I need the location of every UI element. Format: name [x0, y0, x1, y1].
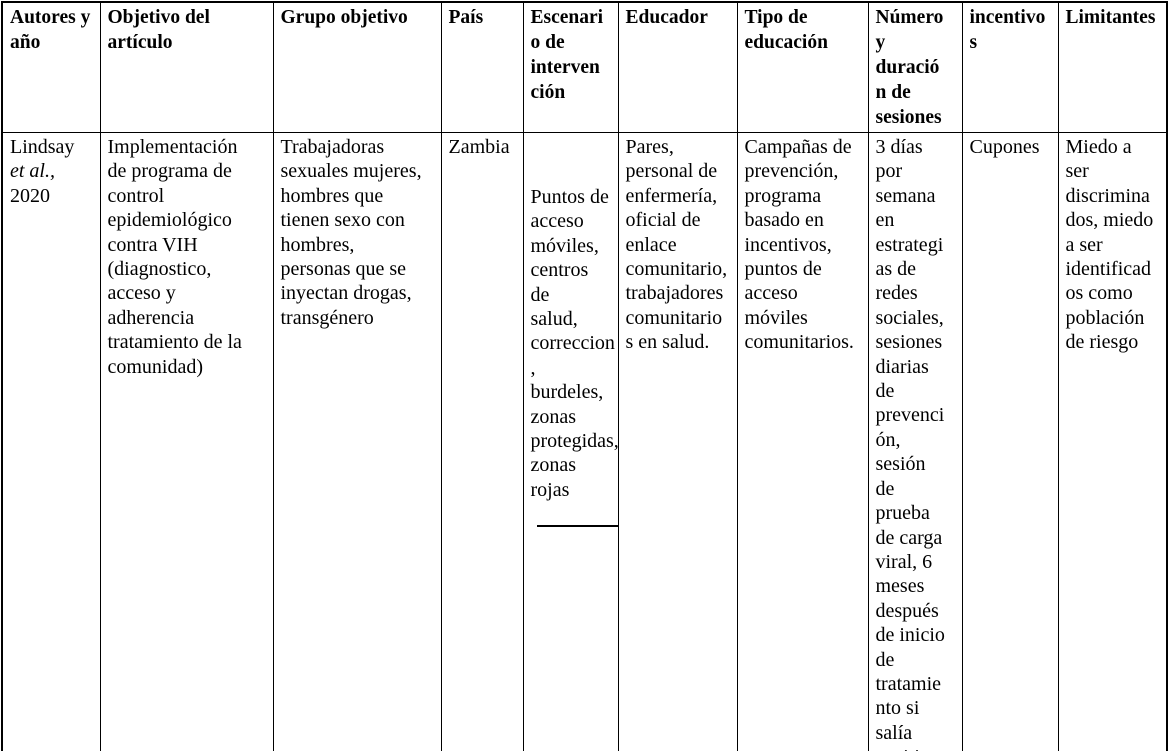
- col-header-escenario: Escenari o de interven ción: [522, 1, 619, 133]
- col-header-label: País: [448, 7, 484, 28]
- author-year: 2020: [10, 184, 50, 207]
- cell-top-spacer: [531, 135, 612, 185]
- col-header-label: Grupo objetivo: [280, 7, 408, 28]
- col-header-incentivos: incentivo s: [961, 1, 1059, 133]
- separator-line: [536, 525, 618, 528]
- col-header-label: Educador: [625, 7, 708, 28]
- col-header-tipo-educacion: Tipo de educación: [736, 1, 869, 133]
- cell-incentivos: Cupones: [961, 131, 1059, 751]
- cell-numero-sesiones: 3 días por semana en estrategi as de red…: [867, 131, 963, 751]
- table-row: Lindsay et al., 2020 Implementación de p…: [1, 131, 1168, 751]
- col-header-label: Objetivo del artículo: [107, 7, 210, 53]
- cell-escenario: Puntos de acceso móviles, centros de sal…: [522, 131, 619, 751]
- author-name: Lindsay: [10, 136, 75, 158]
- col-header-objetivo: Objetivo del artículo: [99, 1, 274, 133]
- cell-autores-ano: Lindsay et al., 2020: [1, 131, 101, 751]
- col-header-label: Tipo de educación: [744, 7, 828, 53]
- col-header-autores-ano: Autores y año: [1, 1, 101, 133]
- cell-limitantes: Miedo a ser discrimina dos, miedo a ser …: [1057, 131, 1168, 751]
- col-header-label: Escenari o de interven ción: [530, 7, 604, 103]
- col-header-label: incentivo s: [969, 7, 1046, 53]
- col-header-label: Número y duració n de sesiones: [875, 7, 944, 128]
- cell-pais: Zambia: [440, 131, 524, 751]
- cell-educador: Pares, personal de enfermería, oficial d…: [617, 131, 738, 751]
- cell-grupo-objetivo: Trabajadoras sexuales mujeres, hombres q…: [272, 131, 442, 751]
- col-header-limitantes: Limitantes: [1057, 1, 1168, 133]
- col-header-label: Autores y año: [10, 7, 91, 53]
- col-header-numero-sesiones: Número y duració n de sesiones: [867, 1, 963, 133]
- col-header-educador: Educador: [617, 1, 738, 133]
- cell-objetivo: Implementación de programa de control ep…: [99, 131, 274, 751]
- author-etal: et al.,: [10, 160, 55, 183]
- col-header-label: Limitantes: [1065, 7, 1156, 28]
- table-header-row: Autores y año Objetivo del artículo Grup…: [1, 1, 1168, 133]
- cell-tipo-educacion: Campañas de prevención, programa basado …: [736, 131, 869, 751]
- col-header-grupo-objetivo: Grupo objetivo: [272, 1, 442, 133]
- col-header-pais: País: [440, 1, 524, 133]
